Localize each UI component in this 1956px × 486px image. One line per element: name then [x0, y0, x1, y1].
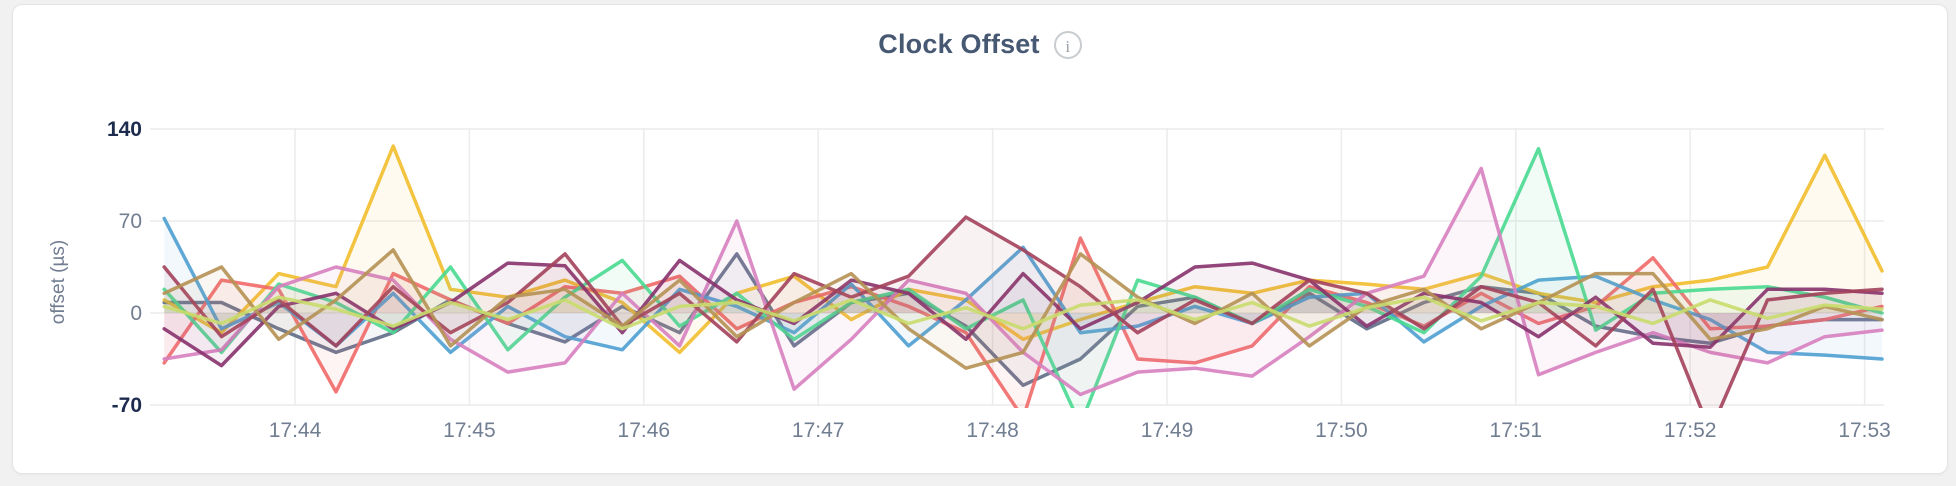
series-line-tan [162, 248, 1884, 370]
series-area-slate [164, 253, 1883, 386]
chart-header: Clock Offset i [13, 29, 1947, 60]
clock-offset-chart-card: Clock Offset i [12, 4, 1948, 474]
x-tick-label: 17:52 [1664, 419, 1717, 442]
y-tick-label: 140 [107, 118, 142, 141]
x-tick-label: 17:53 [1838, 419, 1891, 442]
series-area-maroon [164, 217, 1882, 408]
info-icon[interactable]: i [1053, 30, 1082, 59]
x-tick-label: 17:51 [1490, 419, 1543, 442]
x-tick-label: 17:48 [966, 419, 1019, 442]
x-tick-label: 17:45 [443, 419, 496, 442]
x-tick-label: 17:49 [1141, 419, 1194, 442]
y-tick-label: 70 [119, 210, 142, 233]
x-tick-label: 17:50 [1315, 419, 1368, 442]
series-line-green [162, 146, 1884, 408]
x-tick-label: 17:44 [269, 419, 322, 442]
series-line-lime [162, 295, 1884, 331]
x-tick-label: 17:47 [792, 419, 845, 442]
y-tick-label: -70 [112, 394, 142, 417]
y-axis-title: offset (µs) [48, 240, 69, 325]
series-area-tan [164, 249, 1883, 369]
y-axis-labels: 140 70 0 -70 [107, 118, 142, 417]
series-area-coral [164, 238, 1882, 408]
x-tick-label: 17:46 [618, 419, 671, 442]
series-area-lime [164, 297, 1883, 329]
series-area-green [164, 148, 1882, 408]
series-area-purple [164, 260, 1883, 366]
x-axis-labels: 17:44 17:45 17:46 17:47 17:48 17:49 17:50 17:51… [269, 419, 1891, 442]
chart-title: Clock Offset [878, 29, 1040, 59]
series-line-blue [162, 216, 1884, 361]
series-line-gold [162, 144, 1884, 355]
series-lines [162, 144, 1884, 408]
y-tick-label: 0 [130, 302, 142, 325]
series-line-maroon [162, 215, 1884, 408]
